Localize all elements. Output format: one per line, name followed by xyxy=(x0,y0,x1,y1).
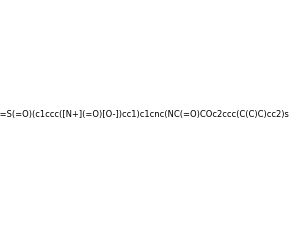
Text: O=S(=O)(c1ccc([N+](=O)[O-])cc1)c1cnc(NC(=O)COc2ccc(C(C)C)cc2)s1: O=S(=O)(c1ccc([N+](=O)[O-])cc1)c1cnc(NC(… xyxy=(0,110,289,119)
